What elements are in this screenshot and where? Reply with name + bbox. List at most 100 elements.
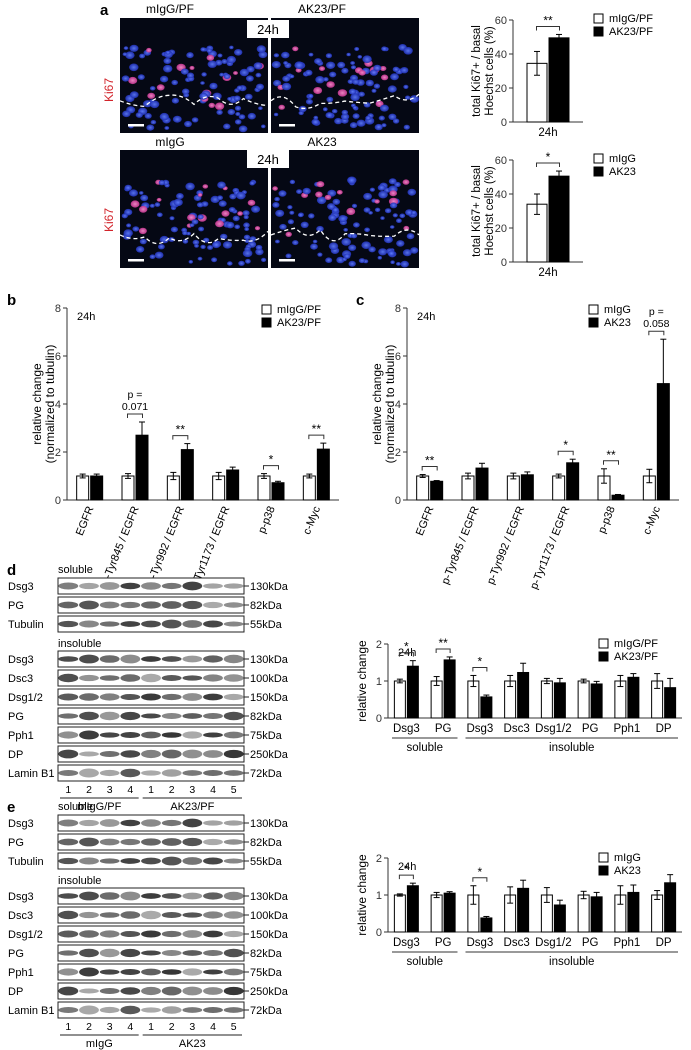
blot-header-soluble: soluble <box>58 564 93 576</box>
nucleus <box>228 207 236 213</box>
nucleus <box>305 98 313 105</box>
y-axis-label: (normalized to tubulin) <box>43 345 57 464</box>
blot-insoluble-row-size: 100kDa <box>250 673 289 685</box>
bar <box>443 659 456 719</box>
nucleus <box>279 223 287 230</box>
blot-band <box>141 731 161 739</box>
nucleus <box>236 191 246 200</box>
blot-band <box>58 893 79 899</box>
nucleus <box>198 193 203 197</box>
blot-band <box>182 968 203 976</box>
bar <box>480 917 493 933</box>
nucleus <box>196 202 204 208</box>
nucleus <box>192 239 200 245</box>
nucleus <box>348 244 357 251</box>
nucleus <box>236 85 243 91</box>
nucleus <box>381 46 388 52</box>
nucleus <box>189 65 195 70</box>
lane-number: 3 <box>189 1021 195 1033</box>
chart-b: 0 2 4 6 8 relative change (normalized to tubul… <box>30 303 339 591</box>
blot-band <box>161 582 182 590</box>
blot-band <box>58 1007 79 1013</box>
nucleus <box>337 89 348 97</box>
nucleus <box>378 115 385 121</box>
legend-swatch <box>593 153 604 164</box>
nucleus <box>146 124 155 131</box>
significance-bracket <box>398 652 414 657</box>
nucleus <box>237 211 243 216</box>
nucleus <box>245 258 251 264</box>
nucleus <box>289 210 295 215</box>
nucleus <box>285 231 292 237</box>
nucleus <box>308 52 314 57</box>
blot-band <box>223 891 244 901</box>
nucleus <box>310 243 318 250</box>
legend-swatch <box>598 638 609 649</box>
x-tick-label: p-Tyr845 / EGFR <box>100 505 142 587</box>
nucleus <box>253 62 263 70</box>
bar <box>651 894 664 933</box>
bar <box>416 475 430 501</box>
nucleus <box>135 112 143 118</box>
legend-label: AK23 <box>604 317 631 329</box>
time-box-top <box>247 20 289 38</box>
legend-swatch <box>588 317 599 328</box>
nucleus <box>273 112 279 117</box>
time-label: 24h <box>77 311 95 323</box>
nucleus <box>158 244 165 250</box>
significance-marker: * <box>478 654 483 668</box>
nucleus <box>403 84 409 89</box>
nucleus <box>132 226 140 232</box>
blot-band <box>99 751 120 757</box>
scale-bar <box>128 124 144 127</box>
nucleus <box>341 67 349 74</box>
nucleus <box>249 236 257 242</box>
nucleus <box>215 59 223 66</box>
chart-a-top: 0 20 40 60 total Ki67+ / basal Hoechst cells … <box>471 13 653 139</box>
significance-bracket <box>127 413 143 418</box>
nuclei-field <box>119 179 269 266</box>
nucleus <box>135 246 145 253</box>
x-tick-label: Dsg3 <box>393 937 420 949</box>
blot-band <box>223 968 244 976</box>
nucleus <box>223 123 231 130</box>
nucleus <box>411 210 417 215</box>
significance-marker: ** <box>543 13 553 27</box>
x-tick-label: p-Tyr992 / EGFR <box>485 505 527 587</box>
blot-insoluble-row-size: 150kDa <box>250 692 289 704</box>
panel-label-e: e <box>7 799 15 816</box>
nucleus <box>123 229 133 237</box>
y-axis-label: relative change <box>355 640 369 722</box>
blot-band <box>120 987 141 995</box>
nucleus <box>396 262 401 266</box>
nucleus <box>242 249 253 258</box>
y-tick-label: 0 <box>55 495 61 507</box>
nucleus <box>159 112 169 121</box>
blot-band <box>223 749 244 759</box>
y-axis-label: relative change <box>30 363 44 445</box>
nucleus <box>243 215 249 220</box>
blot-band <box>223 911 244 919</box>
blot-band <box>120 732 141 738</box>
blot-band <box>79 751 99 757</box>
nucleus <box>217 181 226 189</box>
blot-band <box>182 950 203 956</box>
ki67-label-top: Ki67 <box>102 78 116 102</box>
blot-band <box>161 674 182 682</box>
blot-soluble-row-size: 82kDa <box>250 600 283 612</box>
significance-marker: * <box>269 453 274 467</box>
blot-band <box>161 656 182 662</box>
legend-swatch <box>598 865 609 876</box>
blot-band <box>161 986 182 996</box>
significance-marker: ** <box>606 448 616 462</box>
bar <box>393 894 406 933</box>
nucleus <box>275 239 280 244</box>
nucleus <box>354 47 360 51</box>
bar <box>316 448 330 501</box>
bar <box>566 462 580 501</box>
blot-band <box>99 969 120 975</box>
nucleus <box>407 188 417 196</box>
nucleus <box>378 190 388 199</box>
nucleus <box>191 219 199 225</box>
